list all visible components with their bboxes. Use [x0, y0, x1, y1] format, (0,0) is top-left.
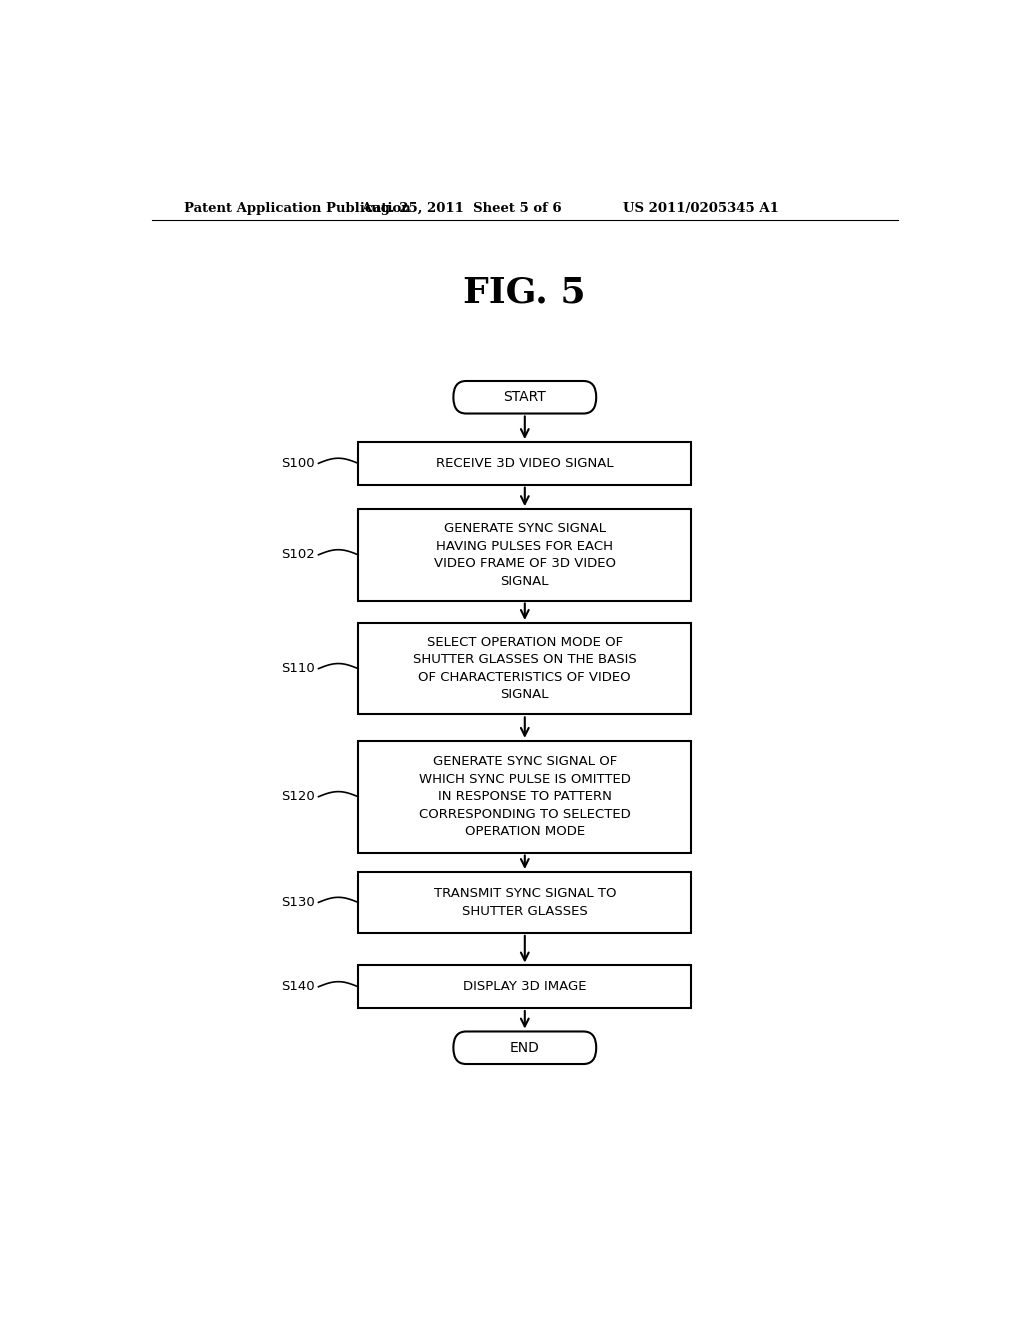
FancyBboxPatch shape [454, 1031, 596, 1064]
FancyBboxPatch shape [358, 873, 691, 933]
Text: S110: S110 [281, 663, 314, 675]
Text: DISPLAY 3D IMAGE: DISPLAY 3D IMAGE [463, 981, 587, 993]
Text: S140: S140 [281, 981, 314, 993]
Text: S130: S130 [281, 896, 314, 909]
FancyBboxPatch shape [358, 623, 691, 714]
Text: SELECT OPERATION MODE OF
SHUTTER GLASSES ON THE BASIS
OF CHARACTERISTICS OF VIDE: SELECT OPERATION MODE OF SHUTTER GLASSES… [413, 636, 637, 701]
Text: Aug. 25, 2011  Sheet 5 of 6: Aug. 25, 2011 Sheet 5 of 6 [361, 202, 561, 215]
Text: GENERATE SYNC SIGNAL
HAVING PULSES FOR EACH
VIDEO FRAME OF 3D VIDEO
SIGNAL: GENERATE SYNC SIGNAL HAVING PULSES FOR E… [434, 521, 615, 587]
Text: RECEIVE 3D VIDEO SIGNAL: RECEIVE 3D VIDEO SIGNAL [436, 457, 613, 470]
Text: S102: S102 [281, 548, 314, 561]
FancyBboxPatch shape [454, 381, 596, 413]
Text: GENERATE SYNC SIGNAL OF
WHICH SYNC PULSE IS OMITTED
IN RESPONSE TO PATTERN
CORRE: GENERATE SYNC SIGNAL OF WHICH SYNC PULSE… [419, 755, 631, 838]
FancyBboxPatch shape [358, 510, 691, 601]
FancyBboxPatch shape [358, 965, 691, 1008]
Text: S120: S120 [281, 791, 314, 803]
Text: END: END [510, 1040, 540, 1055]
Text: TRANSMIT SYNC SIGNAL TO
SHUTTER GLASSES: TRANSMIT SYNC SIGNAL TO SHUTTER GLASSES [433, 887, 616, 917]
Text: US 2011/0205345 A1: US 2011/0205345 A1 [623, 202, 778, 215]
FancyBboxPatch shape [358, 442, 691, 484]
FancyBboxPatch shape [358, 741, 691, 853]
Text: Patent Application Publication: Patent Application Publication [183, 202, 411, 215]
Text: START: START [504, 391, 546, 404]
Text: S100: S100 [281, 457, 314, 470]
Text: FIG. 5: FIG. 5 [464, 276, 586, 310]
